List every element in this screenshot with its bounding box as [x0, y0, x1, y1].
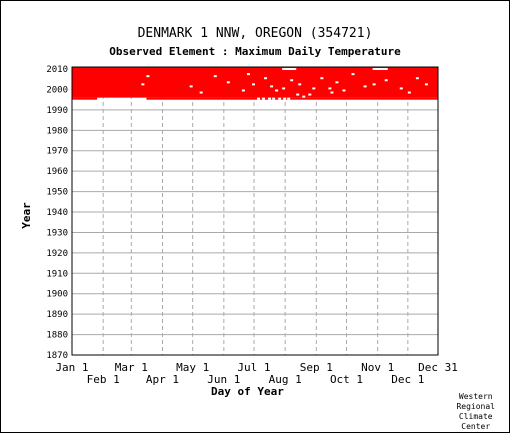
missing-data-point: [298, 83, 302, 86]
y-tick-label: 1970: [46, 147, 68, 157]
x-tick-label: Nov 1: [361, 361, 394, 374]
x-tick-label: Feb 1: [87, 373, 120, 386]
data-layer: [72, 67, 438, 100]
credit-line: Climate: [458, 412, 493, 421]
data-block: [72, 97, 98, 100]
missing-data-point: [278, 97, 282, 100]
missing-data-point: [328, 87, 332, 90]
missing-data-point: [312, 87, 316, 90]
missing-data-point: [415, 77, 419, 80]
x-tick-label: Dec 31: [418, 361, 458, 374]
missing-data-point: [241, 89, 245, 92]
y-tick-label: 1920: [46, 249, 68, 259]
missing-data-point: [342, 89, 346, 92]
missing-data-segment: [282, 68, 297, 71]
missing-data-point: [141, 83, 145, 86]
x-tick-label: Jul 1: [237, 361, 270, 374]
missing-data-point: [290, 79, 294, 82]
credit-line: Center: [461, 422, 491, 431]
y-tick-labels: 2010 2000 1990 1980 1970 1960 1950 1940 1930 1920…: [46, 65, 68, 361]
missing-data-point: [372, 83, 376, 86]
x-tick-label: May 1: [176, 361, 209, 374]
missing-data-point: [335, 81, 339, 84]
y-tick-label: 1930: [46, 228, 68, 238]
x-tick-label: Aug 1: [269, 373, 302, 386]
credit-line: Regional: [456, 402, 495, 411]
y-tick-label: 1950: [46, 188, 68, 198]
missing-data-point: [282, 87, 286, 90]
y-tick-label: 1940: [46, 208, 68, 218]
y-tick-label: 1880: [46, 331, 68, 341]
grid-layer: [72, 67, 438, 356]
missing-data-point: [262, 97, 266, 100]
missing-data-point: [302, 95, 306, 98]
missing-data-point: [399, 87, 403, 90]
missing-data-point: [308, 93, 312, 96]
missing-data-point: [384, 79, 388, 82]
data-block: [146, 97, 438, 100]
chart-subtitle: Observed Element : Maximum Daily Tempera…: [109, 45, 401, 58]
missing-data-point: [146, 75, 150, 78]
y-tick-label: 1990: [46, 106, 68, 116]
y-tick-label: 1890: [46, 310, 68, 320]
y-tick-label: 1910: [46, 269, 68, 279]
missing-data-point: [189, 85, 193, 88]
missing-data-point: [351, 73, 355, 76]
x-tick-label: Dec 1: [391, 373, 424, 386]
chart-title: DENMARK 1 NNW, OREGON (354721): [137, 26, 373, 41]
y-tick-label: 1980: [46, 126, 68, 136]
missing-data-point: [199, 91, 203, 94]
y-tick-label: 2010: [46, 65, 68, 75]
x-tick-label: Sep 1: [300, 361, 333, 374]
missing-data-point: [363, 85, 367, 88]
x-tick-label: Apr 1: [146, 373, 179, 386]
missing-data-segment: [372, 68, 388, 71]
missing-data-point: [226, 81, 230, 84]
missing-data-point: [213, 75, 217, 78]
x-tick-label: Jan 1: [55, 361, 88, 374]
y-tick-label: 1960: [46, 167, 68, 177]
missing-data-point: [264, 77, 268, 80]
missing-data-point: [270, 85, 274, 88]
y-tick-label: 1870: [46, 351, 68, 361]
missing-data-point: [320, 77, 324, 80]
missing-data-point: [246, 73, 250, 76]
missing-data-point: [257, 97, 261, 100]
y-axis-label: Year: [19, 202, 33, 229]
missing-data-point: [407, 91, 411, 94]
x-tick-label: Oct 1: [330, 373, 363, 386]
missing-data-point: [272, 97, 276, 100]
x-tick-label: Jun 1: [207, 373, 240, 386]
missing-data-point: [268, 97, 272, 100]
missing-data-point: [424, 83, 428, 86]
missing-data-point: [275, 89, 279, 92]
data-block: [72, 67, 438, 98]
missing-data-point: [287, 97, 291, 100]
credit-line: Western: [458, 392, 493, 401]
missing-data-point: [251, 83, 255, 86]
x-tick-label: Mar 1: [115, 361, 148, 374]
missing-data-layer: [141, 68, 428, 100]
credit-text: Western Regional Climate Center: [456, 392, 495, 432]
y-tick-label: 1900: [46, 290, 68, 300]
missing-data-point: [296, 93, 300, 96]
y-tick-label: 2000: [46, 85, 68, 95]
missing-data-point: [330, 91, 334, 94]
x-axis-label: Day of Year: [211, 385, 284, 398]
missing-data-point: [283, 97, 287, 100]
plot-border: [71, 66, 439, 356]
x-tick-labels: Jan 1 Mar 1 May 1 Jul 1 Sep 1 Nov 1 Dec 31 Feb …: [55, 361, 457, 386]
